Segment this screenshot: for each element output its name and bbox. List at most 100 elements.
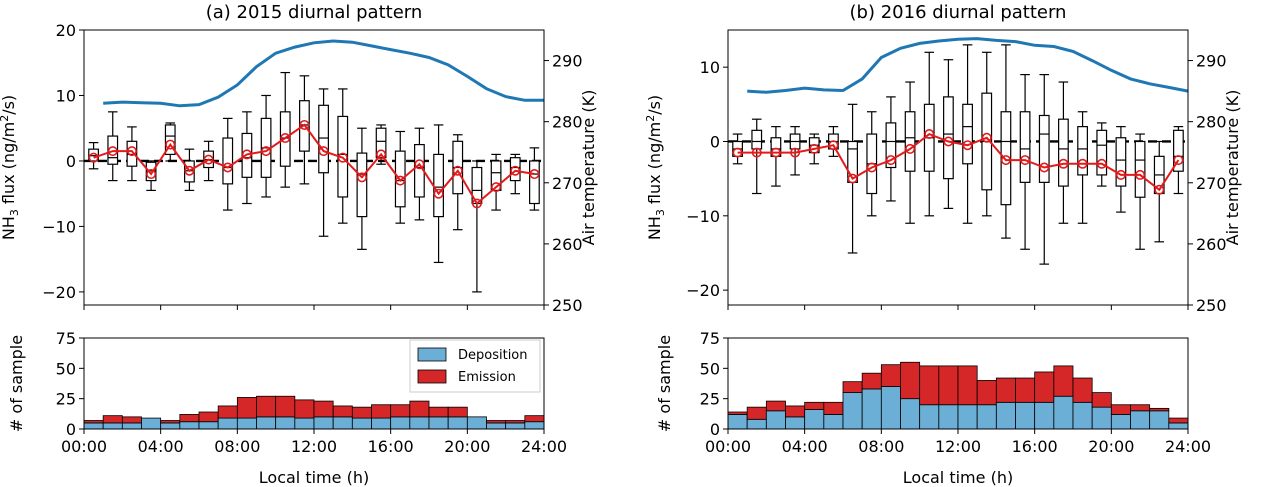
mean-flux-point [1115,169,1126,180]
box-whisker [943,59,954,209]
mean-flux-point [433,188,444,199]
bar-deposition [1053,395,1074,430]
bar-deposition [938,404,959,430]
box-whisker [1115,126,1127,213]
mean-flux-point [241,149,252,160]
y-axis-label-part: flux (ng/m [645,122,664,209]
x-tick-label: 00:00 [61,437,107,456]
box-iqr [126,140,138,167]
bar-deposition [746,418,767,430]
mean-flux-point [924,129,935,140]
mean-flux-point [981,132,992,143]
bar-deposition [1149,410,1170,430]
x-tick-label: 12:00 [935,437,981,456]
mean-flux-point [1020,155,1031,166]
box-whisker [145,160,157,192]
mean-flux-point [356,172,367,183]
box-whisker [490,153,502,211]
box-whisker [509,153,521,195]
mean-flux-point [529,169,540,180]
bar-deposition [447,416,468,430]
bar-emission [236,397,257,419]
y2-tick-label: 290 [1196,52,1227,71]
bar-emission [409,400,430,418]
bar-y-tick-label: 0 [66,420,76,439]
mean-flux-point [943,136,954,147]
bar-deposition [900,398,921,430]
box-whisker [1038,73,1050,265]
bar-emission [505,420,526,424]
bar-emission [823,401,844,415]
bar-y-tick-label: 50 [56,359,76,378]
y2-tick-label: 270 [1196,174,1227,193]
x-tick-label: 16:00 [1012,437,1058,456]
mean-flux-point [847,173,858,184]
bar-deposition [102,422,123,430]
bar-emission [351,406,372,419]
y-axis-label-sub: 3 [8,209,21,216]
mean-flux-point [280,133,291,144]
box-iqr [1096,129,1108,176]
bar-y-axis-label: # of sample [7,335,26,432]
panel-b: (b) 2016 diurnal pattern 10 0 −10 −20 290 280 2… [644,2,1242,487]
y-axis-label-part: NH [0,216,18,240]
bar-deposition [785,416,806,430]
mean-flux-line [93,123,535,206]
mean-flux-point [491,182,502,193]
bar-deposition [294,417,315,430]
y2-tick-label: 280 [552,113,583,132]
box-iqr [1038,114,1050,183]
y2-tick-label: 290 [552,52,583,71]
bar-y-tick-label: 25 [56,390,76,409]
bar-deposition [141,417,162,430]
mean-flux-point [203,154,214,165]
bar-deposition [1168,422,1189,430]
box-whisker [1058,81,1069,224]
y-axis-label-sup: 2 [0,115,11,122]
bar-emission [486,420,507,424]
bar-emission [1015,377,1036,403]
bar-deposition [880,386,901,430]
mean-flux-point [885,155,896,166]
bar-deposition [428,416,449,430]
box-whisker [1019,73,1031,250]
legend-emission-label: Emission [458,370,516,385]
mean-flux-point [1058,158,1069,169]
bar-deposition [486,422,507,430]
bar-emission [371,404,392,419]
box-whisker [260,94,272,198]
box-whisker [904,81,916,224]
y-axis-label: NH3 flux (ng/m2/s) [0,95,21,240]
box-whisker [471,160,483,293]
bar-emission [804,401,825,410]
mean-flux-point [1135,169,1146,180]
box-iqr [318,104,329,174]
box-whisker [1096,122,1108,187]
bar-emission [765,400,786,412]
bar-emission [842,381,863,393]
mean-flux-point [1077,158,1088,169]
bar-emission [785,405,806,418]
mean-flux-point [471,198,482,209]
bar-emission [900,361,921,400]
panel-title: (b) 2016 diurnal pattern [850,2,1067,23]
x-tick-label: 08:00 [214,437,260,456]
box-iqr [509,157,521,182]
box-iqr [375,127,387,159]
bar-emission [1034,371,1055,403]
mean-flux-point [905,143,916,154]
box-whisker [222,117,234,211]
box-iqr [962,103,973,165]
y-tick-label: −20 [686,281,720,300]
bar-deposition [390,416,411,430]
mean-flux-point [261,146,272,157]
bar-emission [332,405,353,418]
mean-flux-point [222,162,233,173]
box-whisker [279,71,291,188]
mean-flux-point [452,165,463,176]
temperature-line [747,37,1189,94]
bar-emission [880,364,901,387]
bar-emission [746,406,767,420]
box-whisker [885,96,897,202]
bar-emission [1110,404,1131,415]
